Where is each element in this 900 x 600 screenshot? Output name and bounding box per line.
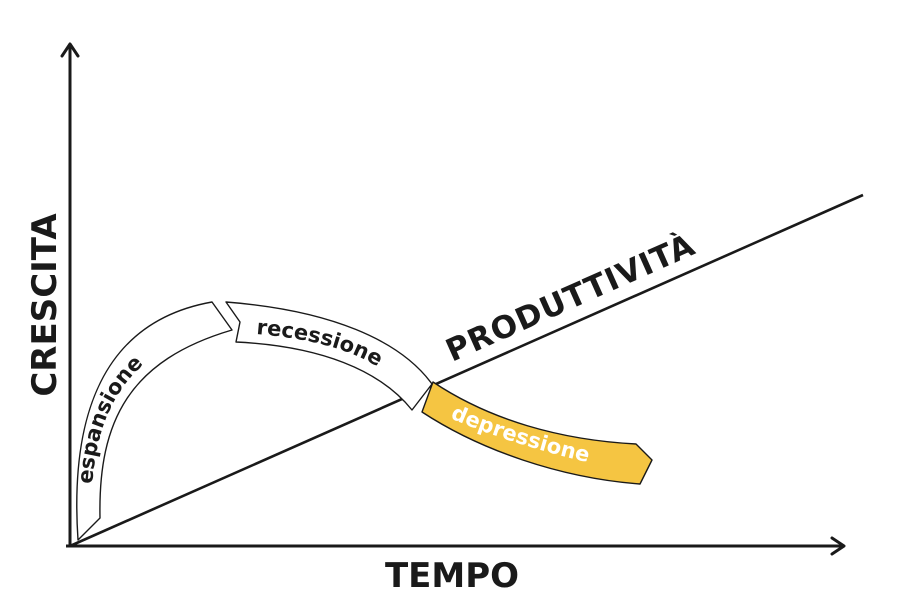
recessione-band xyxy=(225,301,433,411)
x-axis-title: TEMPO xyxy=(385,556,519,596)
depressione-band xyxy=(421,381,653,485)
y-axis-arrowhead xyxy=(60,42,80,58)
productivity-trend-line xyxy=(69,193,864,548)
espansione-band xyxy=(76,301,233,541)
productivity-label: PRODUTTIVITÀ xyxy=(441,227,701,369)
y-axis-title: CRESCITA xyxy=(25,213,65,397)
x-axis-arrowhead xyxy=(830,536,846,556)
